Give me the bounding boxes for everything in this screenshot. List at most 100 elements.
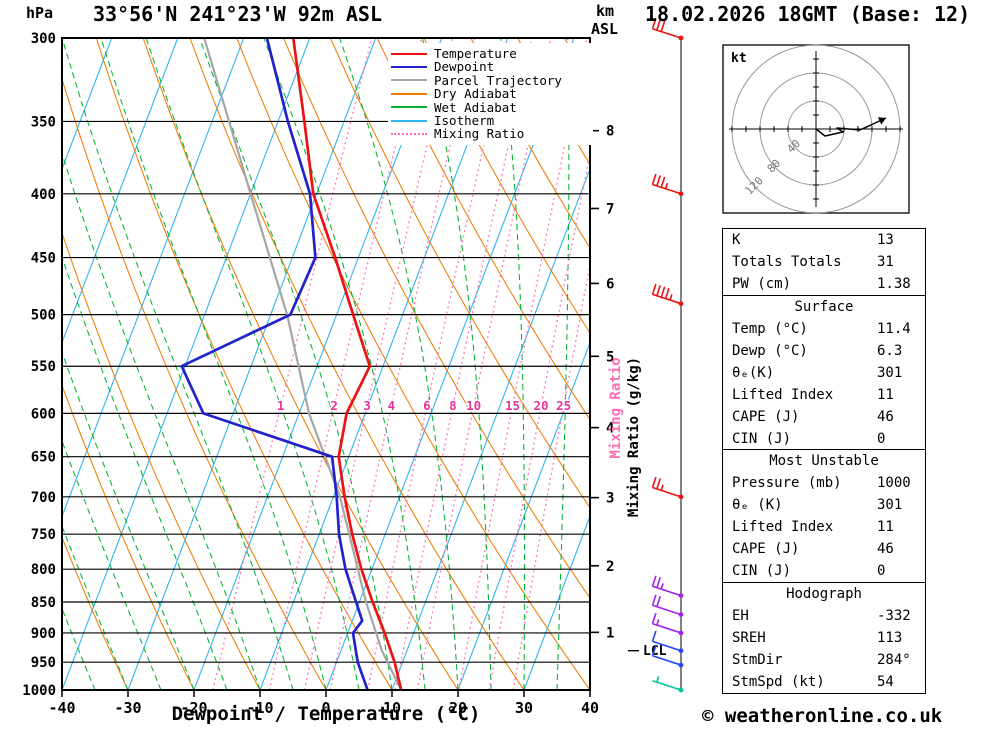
temperature-tick-label: -30 [114, 699, 141, 717]
indices-row-label: StmSpd (kt) [732, 673, 825, 690]
indices-row: Totals Totals 31 [723, 251, 925, 273]
mixing-ratio-axis-label: Mixing Ratio Mixing Ratio (g/kg) [608, 357, 642, 517]
indices-row: Lifted Index 11 [723, 384, 925, 406]
altitude-tick-label: 3 [606, 491, 614, 507]
wet-adiabat-line [62, 152, 261, 690]
legend-line-sample [391, 133, 427, 136]
indices-section-title: Most Unstable [769, 453, 879, 470]
temperature-tick-label: 40 [581, 699, 599, 717]
indices-section: Surface Temp (°C) 11.4 Dewp (°C) 6.3 θₑ(K) 301… [722, 294, 926, 451]
isotherm-line [259, 38, 509, 690]
indices-row-label: CIN (J) [732, 430, 792, 447]
altitude-tick-label: 1 [606, 625, 614, 641]
pressure-tick-label: 800 [31, 562, 56, 578]
indices-row: CAPE (J) 46 [723, 538, 925, 560]
pressure-unit-label: hPa [26, 4, 54, 22]
pressure-tick-label: 750 [31, 527, 56, 543]
indices-row: EH -332 [723, 605, 925, 627]
lcl-marker: LCL [628, 644, 667, 659]
mixing-ratio-value-label: 6 [423, 398, 431, 413]
asl-axis-unit-label: ASL [591, 20, 619, 38]
altitude-tick-label: 7 [606, 201, 614, 217]
indices-row-value: 1.38 [877, 276, 911, 293]
wind-barb [652, 676, 684, 693]
mixing-ratio-value-label: 4 [388, 398, 396, 413]
temperature-tick-label: -40 [48, 699, 75, 717]
indices-row-label: StmDir [732, 651, 783, 668]
indices-row-value: 11.4 [877, 320, 911, 337]
mixing-ratio-value-label: 8 [449, 398, 457, 413]
temperature-curve [291, 38, 403, 690]
pressure-tick-label: 900 [31, 626, 56, 642]
indices-section-title: Surface [794, 298, 854, 315]
indices-row-label: EH [732, 607, 749, 624]
indices-row-label: θₑ (K) [732, 497, 783, 514]
hodograph-unit-label: kt [731, 51, 747, 66]
wind-barb [651, 594, 684, 617]
watermark-credit: © weatheronline.co.uk [702, 705, 943, 727]
sounding-curves [180, 38, 403, 690]
indices-row-value: 0 [877, 563, 886, 580]
indices-row-label: CAPE (J) [732, 408, 800, 425]
isotherm-line [325, 38, 575, 690]
x-axis-label: Dewpoint / Temperature (°C) [171, 703, 481, 725]
indices-row-value: 54 [877, 673, 894, 690]
indices-row-label: Lifted Index [732, 519, 834, 536]
legend-label: Wet Adiabat [434, 99, 517, 115]
indices-row-label: Pressure (mb) [732, 475, 842, 492]
legend-label: Temperature [434, 46, 517, 61]
legend-label: Parcel Trajectory [434, 72, 562, 88]
legend-line-sample [391, 52, 427, 55]
pressure-tick-label: 350 [31, 114, 56, 130]
altitude-tick-label: 8 [606, 124, 614, 140]
indices-row-value: 0 [877, 430, 886, 447]
indices-row-value: 301 [877, 364, 903, 381]
indices-row: θₑ (K) 301 [723, 494, 925, 516]
mixing-ratio-axis-label-black: Mixing Ratio (g/kg) [626, 357, 642, 517]
altitude-axis: 1 2 3 4 5 6 7 8 [590, 124, 614, 641]
wet-adiabat-line [62, 524, 129, 690]
wind-barb [651, 645, 684, 668]
indices-row-label: Totals Totals [732, 254, 842, 271]
temperature-axis: -40 -30 -20 -10 0 10 20 30 40 [48, 690, 599, 717]
indices-row-value: 301 [877, 497, 903, 514]
legend-line-sample [391, 119, 427, 122]
temperature-tick-label: 10 [383, 699, 401, 717]
wind-barb-column [651, 18, 684, 693]
pressure-tick-label: 550 [31, 359, 56, 375]
indices-row-label: PW (cm) [732, 276, 792, 293]
legend-label: Dry Adiabat [434, 86, 517, 102]
legend-label: Isotherm [434, 112, 495, 128]
indices-row-label: CAPE (J) [732, 541, 800, 558]
isotherm-line [62, 38, 245, 518]
legend-label: Dewpoint [434, 59, 495, 75]
mixing-ratio-value-label: 20 [533, 398, 548, 413]
indices-row-value: -332 [877, 607, 911, 624]
legend-item: Isotherm [391, 114, 593, 127]
indices-row-label: CIN (J) [732, 563, 792, 580]
altitude-tick-label: 6 [606, 276, 614, 292]
legend-item: Temperature [391, 47, 593, 60]
wind-barb [651, 575, 684, 598]
pressure-tick-label: 950 [31, 655, 56, 671]
dewpoint-curve [180, 38, 369, 690]
indices-row: CAPE (J) 46 [723, 406, 925, 428]
altitude-tick-label: 4 [606, 421, 614, 437]
mixing-ratio-line [512, 261, 590, 690]
pressure-tick-label: 450 [31, 251, 56, 267]
indices-row-value: 284° [877, 651, 911, 668]
indices-row: SREH 113 [723, 627, 925, 649]
km-axis-unit-label: km [596, 2, 615, 20]
wet-adiabat-line [199, 38, 393, 690]
indices-row: Temp (°C) 11.4 [723, 318, 925, 340]
mixing-ratio-line [458, 38, 588, 690]
mixing-ratio-line [303, 38, 453, 690]
wind-barb [651, 630, 684, 654]
mixing-ratio-value-label: 1 [277, 398, 285, 413]
indices-row: StmDir 284° [723, 649, 925, 671]
mixing-ratio-axis-label-pink: Mixing Ratio [608, 357, 624, 458]
hodograph-trace-arrow [877, 117, 886, 125]
